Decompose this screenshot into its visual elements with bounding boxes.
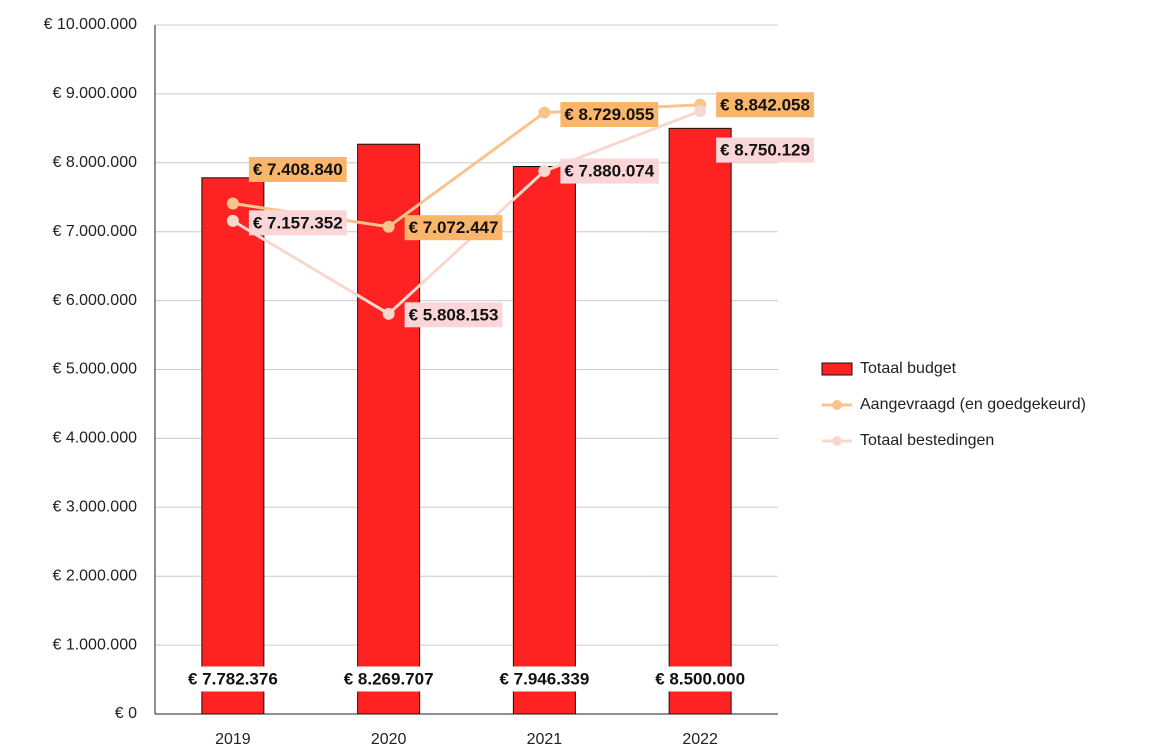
data-label: € 7.880.074 bbox=[560, 158, 659, 184]
data-label-text: € 8.500.000 bbox=[655, 669, 745, 688]
y-tick-label: € 2.000.000 bbox=[52, 567, 137, 584]
y-tick-label: € 1.000.000 bbox=[52, 636, 137, 653]
bar bbox=[512, 165, 576, 715]
data-label: € 8.842.058 bbox=[716, 92, 814, 118]
data-label-bg bbox=[716, 92, 814, 118]
data-label: € 5.808.153 bbox=[404, 302, 503, 328]
y-tick-label: € 7.000.000 bbox=[52, 223, 137, 240]
y-tick-label: € 0 bbox=[115, 705, 137, 722]
data-label-text: € 5.808.153 bbox=[409, 305, 499, 324]
legend-label: Totaal budget bbox=[860, 360, 957, 377]
data-label-text: € 7.157.352 bbox=[253, 213, 343, 232]
x-tick-label: 2019 bbox=[215, 731, 251, 747]
legend-swatch bbox=[832, 400, 842, 410]
data-label-text: € 7.946.339 bbox=[499, 669, 589, 688]
data-label: € 7.946.339 bbox=[495, 666, 594, 692]
data-label-text: € 8.750.129 bbox=[720, 141, 810, 160]
data-label-text: € 7.782.376 bbox=[188, 669, 278, 688]
data-label: € 8.729.055 bbox=[560, 102, 659, 128]
x-tick-label: 2022 bbox=[682, 731, 718, 747]
data-label-text: € 8.842.058 bbox=[720, 95, 810, 114]
point bbox=[226, 214, 239, 227]
data-label: € 7.408.840 bbox=[248, 157, 347, 183]
y-tick-label: € 4.000.000 bbox=[52, 430, 137, 447]
x-tick-label: 2021 bbox=[527, 731, 563, 747]
data-label: € 7.782.376 bbox=[183, 666, 282, 692]
data-label: € 8.500.000 bbox=[651, 666, 750, 692]
legend-swatch bbox=[832, 436, 842, 446]
data-label-bg bbox=[651, 666, 750, 692]
legend-label: Totaal bestedingen bbox=[860, 432, 994, 449]
data-label-bg bbox=[248, 210, 347, 236]
data-label-text: € 7.072.447 bbox=[409, 218, 499, 237]
data-label-text: € 8.729.055 bbox=[564, 105, 654, 124]
y-tick-label: € 9.000.000 bbox=[52, 85, 137, 102]
y-tick-label: € 3.000.000 bbox=[52, 499, 137, 516]
point bbox=[226, 197, 239, 210]
point bbox=[694, 105, 707, 118]
data-label-bg bbox=[716, 137, 814, 163]
data-label: € 7.157.352 bbox=[248, 210, 347, 236]
data-label-bg bbox=[404, 302, 503, 328]
data-label: € 8.269.707 bbox=[339, 666, 438, 692]
line bbox=[232, 109, 701, 316]
data-label: € 8.750.129 bbox=[716, 137, 814, 163]
data-label-bg bbox=[183, 666, 282, 692]
bar bbox=[668, 127, 732, 715]
x-tick-label: 2020 bbox=[371, 731, 407, 747]
y-tick-label: € 5.000.000 bbox=[52, 361, 137, 378]
data-label-bg bbox=[339, 666, 438, 692]
y-tick-label: € 10.000.000 bbox=[44, 16, 138, 33]
y-tick-label: € 6.000.000 bbox=[52, 292, 137, 309]
data-label-bg bbox=[404, 215, 503, 241]
data-label: € 7.072.447 bbox=[404, 215, 503, 241]
y-tick-label: € 8.000.000 bbox=[52, 154, 137, 171]
data-label-bg bbox=[248, 157, 347, 183]
data-label-text: € 7.880.074 bbox=[564, 162, 654, 181]
legend-swatch bbox=[821, 362, 853, 376]
data-label-bg bbox=[495, 666, 594, 692]
data-label-text: € 7.408.840 bbox=[253, 160, 343, 179]
point bbox=[538, 106, 551, 119]
data-label-text: € 8.269.707 bbox=[344, 669, 434, 688]
legend-label: Aangevraagd (en goedgekeurd) bbox=[860, 396, 1086, 413]
data-label-bg bbox=[560, 158, 659, 184]
data-label-bg bbox=[560, 102, 659, 128]
point bbox=[382, 307, 395, 320]
point bbox=[538, 165, 551, 178]
point bbox=[382, 220, 395, 233]
bar bbox=[201, 177, 265, 715]
